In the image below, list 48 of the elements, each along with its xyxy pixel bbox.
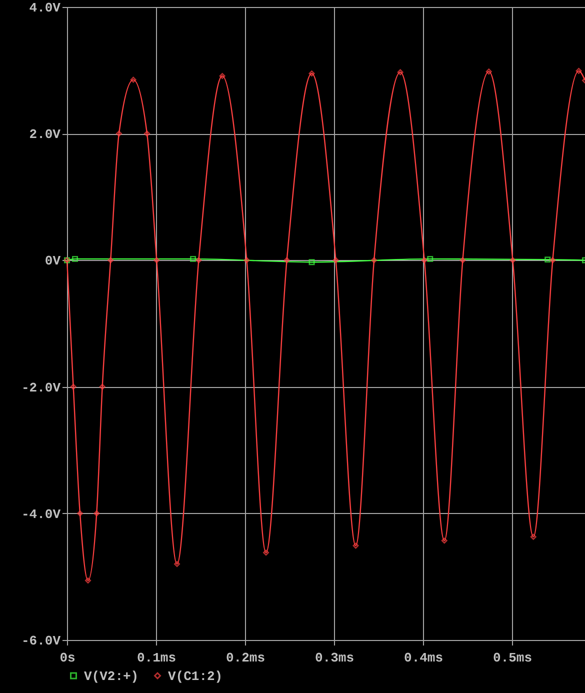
point [530, 534, 536, 540]
point [196, 257, 202, 264]
point [144, 130, 150, 137]
point [397, 69, 404, 76]
y-tick-label: -2.0V [21, 380, 61, 396]
point [486, 68, 492, 75]
point [244, 257, 250, 264]
x-tick-label: 0s [60, 650, 76, 666]
point [130, 76, 136, 83]
point [510, 257, 516, 264]
point [174, 561, 180, 568]
point [352, 542, 359, 549]
y-tick-label: -4.0V [21, 506, 61, 522]
x-tick-label: 0.4ms [404, 650, 444, 666]
y-tick-label: -6.0V [21, 634, 61, 648]
point [108, 257, 114, 264]
point [154, 257, 160, 264]
y-tick-label: 0V [44, 254, 61, 269]
point [99, 384, 106, 390]
point [308, 70, 315, 76]
point [77, 510, 83, 516]
x-tick-label: 0.3ms [315, 650, 354, 666]
point [190, 256, 196, 262]
point [116, 130, 122, 137]
point [421, 257, 428, 264]
x-tick-label: 0.5ms [493, 650, 532, 666]
x-tick-label: 0.1ms [136, 650, 176, 666]
legend-label: V(V2:+) [84, 668, 139, 684]
point [284, 257, 290, 264]
point [544, 256, 551, 263]
point [550, 257, 556, 264]
point [332, 257, 339, 264]
x-tick-label: 0.2ms [226, 650, 266, 666]
point [576, 68, 582, 74]
point [460, 257, 466, 264]
point [371, 257, 378, 264]
point [219, 73, 226, 79]
point [72, 256, 78, 262]
point [263, 550, 270, 556]
point [85, 578, 91, 584]
point [427, 256, 434, 262]
point [441, 538, 448, 544]
point [308, 259, 315, 266]
y-tick-label: 4.0V [29, 0, 61, 16]
point [94, 510, 100, 516]
legend-label: V(C1:2) [168, 668, 223, 684]
y-tick-label: 2.0V [29, 127, 61, 142]
point [70, 384, 76, 390]
